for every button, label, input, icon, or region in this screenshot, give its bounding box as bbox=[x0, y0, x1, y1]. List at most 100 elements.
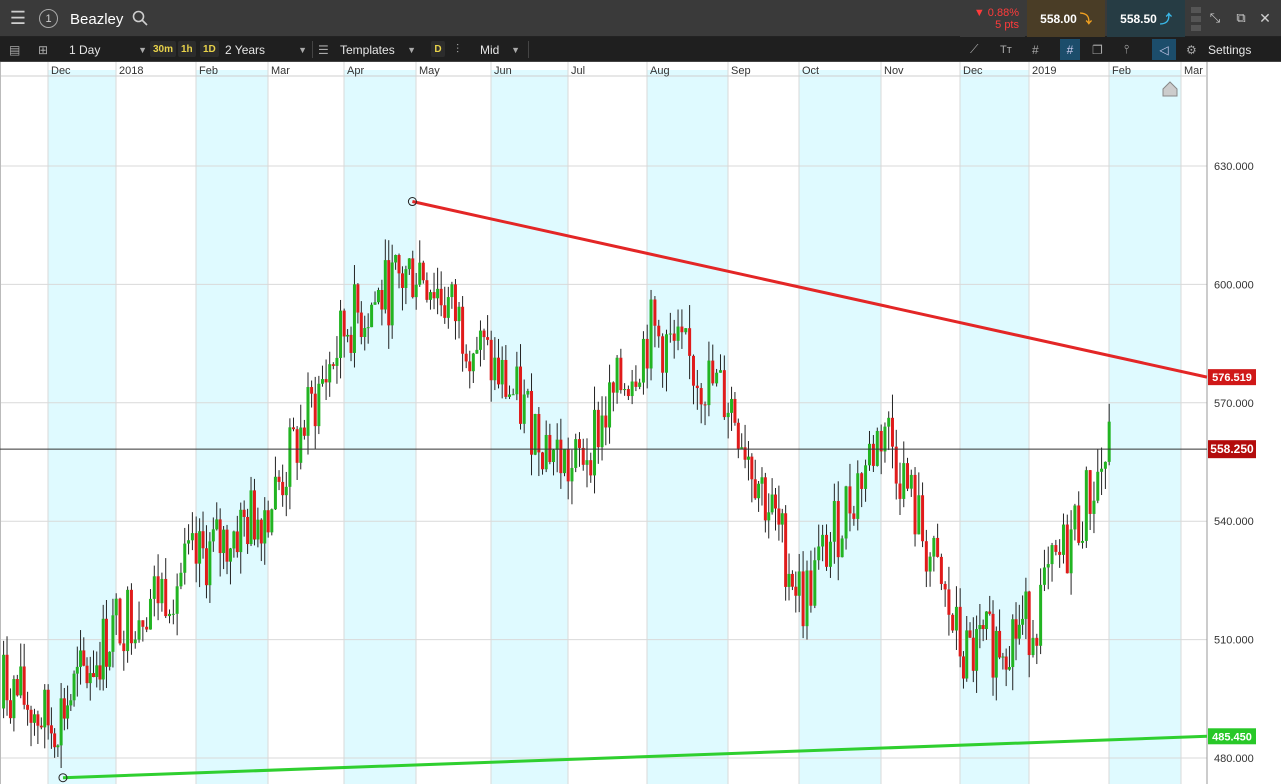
candle-body bbox=[1100, 468, 1104, 472]
candle-body bbox=[497, 357, 501, 385]
buy-button[interactable]: 558.50 ⤴ bbox=[1107, 0, 1185, 37]
candle-body bbox=[306, 387, 310, 436]
candle-body bbox=[743, 447, 747, 460]
settings-button[interactable]: Settings bbox=[1208, 42, 1252, 57]
candle-body bbox=[493, 357, 497, 381]
candle-body bbox=[19, 666, 23, 696]
candle-body bbox=[879, 430, 883, 452]
candle-body bbox=[657, 325, 661, 337]
candle-body bbox=[809, 570, 813, 606]
indicator-icon[interactable]: ⫯ bbox=[1124, 42, 1130, 56]
templates-icon: ☰ bbox=[318, 42, 329, 57]
price-chart[interactable]: Dec 2018 Feb Mar Apr May Jun Jul Aug Sep Oct Nov Dec… bbox=[0, 62, 1281, 784]
candle-body bbox=[418, 262, 422, 285]
candle-body bbox=[263, 510, 267, 544]
candle-body bbox=[978, 625, 982, 630]
templates-select[interactable]: Templates ▼ bbox=[340, 37, 416, 62]
candle-body bbox=[797, 571, 801, 596]
candle-body bbox=[302, 427, 306, 436]
candle-body bbox=[246, 516, 250, 545]
candle-body bbox=[29, 709, 33, 723]
sell-button[interactable]: 558.00 ⤵ bbox=[1027, 0, 1105, 37]
search-icon[interactable] bbox=[131, 9, 149, 27]
copy-icon[interactable]: ❐ bbox=[1092, 42, 1103, 57]
candle-body bbox=[913, 474, 917, 535]
candle-body bbox=[522, 394, 526, 424]
text-tool-icon[interactable]: Tт bbox=[1000, 43, 1012, 56]
x-tick-label: Jul bbox=[571, 65, 585, 77]
candle-body bbox=[968, 630, 972, 638]
candle-body bbox=[653, 299, 657, 326]
candle-body bbox=[619, 357, 623, 391]
candle-body bbox=[8, 700, 12, 719]
candle-body bbox=[596, 409, 600, 448]
candle-body bbox=[630, 381, 634, 397]
x-tick-label: Aug bbox=[650, 65, 670, 77]
candle-body bbox=[961, 656, 965, 679]
candle-body bbox=[817, 546, 821, 561]
candle-body bbox=[763, 477, 767, 521]
candle-body bbox=[750, 456, 754, 480]
price-type-select[interactable]: Mid ▼ bbox=[480, 37, 520, 62]
crosshair-icon[interactable]: # bbox=[1032, 42, 1039, 57]
candle-body bbox=[668, 333, 672, 335]
candle-body bbox=[611, 382, 615, 393]
candle-body bbox=[324, 379, 328, 383]
candle-body bbox=[860, 473, 864, 489]
candle-body bbox=[356, 284, 360, 313]
candle-body bbox=[320, 379, 324, 384]
candle-body bbox=[66, 705, 70, 719]
interval-button-1h[interactable]: 1h bbox=[178, 41, 196, 57]
info-icon[interactable]: 1 bbox=[39, 9, 58, 28]
menu-icon[interactable]: ☰ bbox=[9, 7, 27, 28]
candle-body bbox=[443, 305, 447, 318]
month-band bbox=[799, 70, 881, 784]
candle-body bbox=[331, 364, 335, 366]
month-bands bbox=[48, 70, 1181, 784]
info-icon-label: 1 bbox=[45, 12, 52, 25]
candle-body bbox=[1050, 545, 1054, 565]
change-percent: ▼ 0.88% bbox=[973, 6, 1019, 19]
candle-body bbox=[844, 486, 848, 539]
candle-body bbox=[981, 625, 985, 630]
candle-body bbox=[82, 650, 86, 666]
month-band bbox=[647, 70, 728, 784]
chart-style-badge[interactable]: D bbox=[431, 41, 445, 57]
draw-line-icon[interactable]: ⟋ bbox=[970, 42, 979, 56]
grid-toggle-icon[interactable]: # bbox=[1060, 39, 1080, 60]
interval-button-30m[interactable]: 30m bbox=[150, 41, 177, 57]
tag-icon[interactable]: ◁ bbox=[1152, 39, 1176, 60]
candle-body bbox=[478, 330, 482, 350]
close-icon[interactable]: ✕ bbox=[1259, 9, 1271, 26]
candle-body bbox=[921, 495, 925, 542]
candle-body bbox=[1046, 564, 1050, 568]
candle-body bbox=[137, 620, 141, 640]
divider bbox=[312, 41, 313, 58]
candle-body bbox=[1017, 624, 1021, 639]
candle-body bbox=[46, 689, 50, 726]
range-select[interactable]: 2 Years ▼ bbox=[225, 37, 307, 62]
interval-button-1d[interactable]: 1D bbox=[200, 41, 219, 57]
candle-body bbox=[707, 360, 711, 406]
top-bar: ☰ 1 Beazley ▼ 0.88% 5 pts 558.00 ⤵ 558.50… bbox=[0, 0, 1281, 37]
candle-body bbox=[352, 284, 356, 353]
popout-icon[interactable]: ⧉ bbox=[1236, 10, 1246, 25]
collapse-icon[interactable]: ⤡ bbox=[1209, 10, 1221, 25]
candle-body bbox=[141, 620, 145, 627]
depth-icon[interactable] bbox=[1190, 4, 1202, 33]
candle-body bbox=[760, 477, 764, 484]
candle-body bbox=[411, 258, 415, 298]
month-band bbox=[48, 70, 116, 784]
interval-select[interactable]: 1 Day ▼ bbox=[69, 37, 147, 62]
home-icon bbox=[1162, 81, 1178, 97]
x-tick-label: Mar bbox=[271, 65, 290, 77]
candle-body bbox=[168, 613, 172, 617]
candle-body bbox=[366, 327, 370, 329]
y-axis: 630.000 600.000 570.000 540.000 510.000 480.0… bbox=[1214, 161, 1254, 765]
candle-body bbox=[699, 388, 703, 405]
candle-body bbox=[894, 446, 898, 484]
candle-body bbox=[965, 630, 969, 679]
list-icon[interactable]: ▤ bbox=[9, 42, 21, 57]
layout-icon[interactable]: ⊞ bbox=[38, 42, 49, 57]
instrument-name[interactable]: Beazley bbox=[70, 10, 124, 28]
